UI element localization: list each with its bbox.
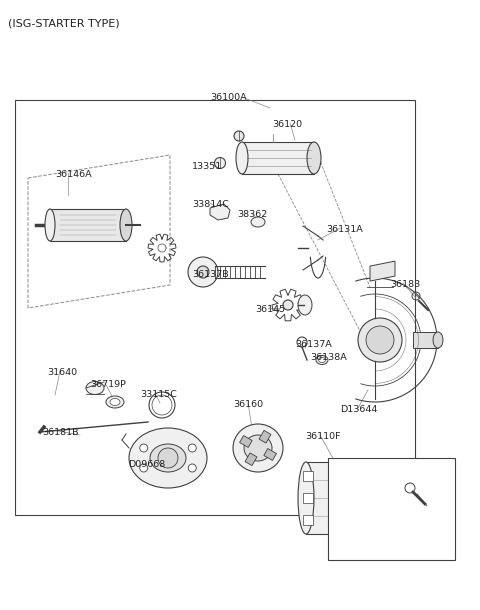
Text: 13351: 13351 <box>192 162 222 171</box>
Ellipse shape <box>150 444 186 472</box>
Text: 36181B: 36181B <box>42 428 79 437</box>
Ellipse shape <box>298 462 314 534</box>
Text: 36110F: 36110F <box>305 432 340 441</box>
Ellipse shape <box>376 462 392 534</box>
Ellipse shape <box>233 424 283 472</box>
Bar <box>242 142 314 174</box>
Bar <box>303 471 313 481</box>
Text: 38362: 38362 <box>237 210 267 219</box>
Text: 36100A: 36100A <box>210 93 247 102</box>
Text: 36138A: 36138A <box>310 353 347 362</box>
Text: 36145: 36145 <box>255 305 285 314</box>
Text: 36137A: 36137A <box>295 340 332 349</box>
Text: 1140HL: 1140HL <box>390 467 426 476</box>
Ellipse shape <box>319 357 325 362</box>
Text: (ISG-STARTER TYPE): (ISG-STARTER TYPE) <box>8 18 120 28</box>
Ellipse shape <box>129 428 207 488</box>
Circle shape <box>188 257 218 287</box>
Bar <box>15 100 415 515</box>
Ellipse shape <box>316 356 328 365</box>
Circle shape <box>140 444 148 452</box>
Bar <box>259 431 271 443</box>
Bar <box>50 209 126 241</box>
Text: 33115C: 33115C <box>140 390 177 399</box>
Circle shape <box>188 464 196 472</box>
Bar <box>306 462 384 534</box>
Ellipse shape <box>251 217 265 227</box>
Text: 36719P: 36719P <box>90 380 126 389</box>
Circle shape <box>366 326 394 354</box>
Circle shape <box>358 318 402 362</box>
Polygon shape <box>370 261 395 281</box>
Ellipse shape <box>298 295 312 315</box>
Text: 36131A: 36131A <box>326 225 363 234</box>
Circle shape <box>140 464 148 472</box>
Bar <box>328 458 455 560</box>
Circle shape <box>234 131 244 141</box>
Text: 36120: 36120 <box>272 120 302 129</box>
Bar <box>245 453 257 465</box>
Text: 36183: 36183 <box>390 280 420 289</box>
Bar <box>264 448 276 461</box>
Ellipse shape <box>86 381 104 395</box>
Text: D13644: D13644 <box>340 405 377 414</box>
Ellipse shape <box>307 142 321 174</box>
Circle shape <box>283 300 293 310</box>
Ellipse shape <box>45 209 55 241</box>
Circle shape <box>197 266 209 278</box>
Ellipse shape <box>120 209 132 241</box>
Ellipse shape <box>244 435 272 461</box>
Polygon shape <box>210 204 230 220</box>
Text: 36137B: 36137B <box>192 270 228 279</box>
Ellipse shape <box>110 398 120 406</box>
Bar <box>303 493 313 503</box>
Text: 31640: 31640 <box>47 368 77 377</box>
Ellipse shape <box>433 332 443 348</box>
Text: 33814C: 33814C <box>192 200 229 209</box>
Circle shape <box>188 444 196 452</box>
Bar <box>240 436 252 448</box>
Ellipse shape <box>236 142 248 174</box>
Text: 36146A: 36146A <box>55 170 92 179</box>
Ellipse shape <box>106 396 124 408</box>
Bar <box>413 332 438 348</box>
Text: D09668: D09668 <box>128 460 165 469</box>
Circle shape <box>215 157 226 168</box>
Text: 36160: 36160 <box>233 400 263 409</box>
Bar <box>303 515 313 525</box>
Circle shape <box>158 448 178 468</box>
